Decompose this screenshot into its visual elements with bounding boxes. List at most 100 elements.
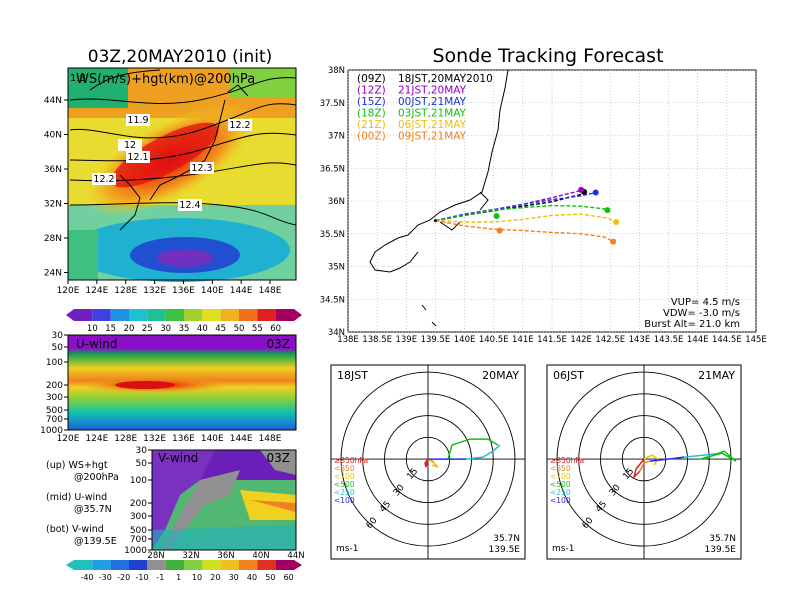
colorbar-tick-label: 20	[124, 324, 135, 334]
hodograph-level-label: <500	[334, 480, 355, 489]
track-x-tick-label: 138.5E	[362, 335, 392, 345]
track-line	[435, 191, 596, 222]
contour-label-bg	[228, 119, 252, 131]
colorbar-swatch	[74, 309, 93, 321]
hodograph-trace	[465, 444, 501, 460]
hodograph-trace	[447, 438, 499, 460]
colorbar-swatch	[220, 309, 239, 321]
track-x-tick-label: 139.5E	[421, 335, 451, 345]
colorbar-swatch	[110, 560, 129, 570]
colorbar-swatch	[275, 309, 294, 321]
track-legend-time: 09JST,21MAY	[398, 131, 467, 143]
colorbar-tick-label: 40	[197, 324, 208, 334]
panel-legend-line: (up) WS+hgt	[46, 460, 108, 471]
colorbar-swatch	[92, 560, 111, 570]
hodograph-level-label: <700	[334, 472, 355, 481]
track-y-tick-label: 34.5N	[320, 295, 345, 305]
contour-label: 12.2	[229, 120, 250, 131]
colorbar-swatch	[184, 560, 203, 570]
ws-colorbar: 10 15 20 25 30 35 40 45 50 55 60	[66, 309, 302, 334]
v-wind-label: V-wind	[158, 451, 198, 465]
contour-label: 11.9	[127, 115, 148, 126]
track-x-tick-label: 142E	[570, 335, 592, 345]
track-legend-time: 06JST,21MAY	[398, 119, 467, 131]
track-legend-zulu: (18Z)	[357, 108, 386, 120]
u-wind-label: U-wind	[76, 337, 117, 351]
u-y-tick-label: 100	[46, 358, 63, 368]
contour-label: 12.1	[127, 152, 148, 163]
panel-legend-sub: @35.7N	[74, 504, 112, 515]
hodograph-level-label: <250	[334, 488, 355, 497]
hodograph-trace	[699, 450, 737, 462]
track-map: (09Z) 18JST,20MAY2010 (12Z) 21JST,20MAY (15Z…	[320, 66, 767, 345]
colorbar-tick-label: 60	[270, 324, 281, 334]
hodograph-trace	[424, 458, 429, 468]
map-x-tick-label: 132E	[143, 286, 166, 296]
track-endpoint	[604, 207, 611, 214]
hodograph-trace	[427, 458, 439, 468]
colorbar-swatch	[147, 309, 166, 321]
panel-legend: (up) WS+hgt@200hPa (mid) U-wind@35.7N (bot…	[46, 460, 119, 547]
track-y-tick-label: 37N	[328, 132, 345, 142]
v-wind-time: 03Z	[267, 451, 291, 465]
burst-label: Burst Alt= 21.0 km	[644, 319, 740, 330]
hodograph-level-label: <850	[550, 464, 571, 473]
colorbar-swatch	[129, 560, 148, 570]
track-endpoint	[610, 238, 617, 245]
colorbar-tick-label: 45	[215, 324, 226, 334]
track-y-tick-label: 35.5N	[320, 230, 345, 240]
colorbar-tick-label: 20	[210, 573, 220, 582]
track-line	[435, 189, 582, 222]
track-x-tick-label: 140E	[454, 335, 476, 345]
track-legend-zulu: (09Z)	[357, 73, 386, 85]
u-x-tick-label: 140E	[201, 434, 224, 444]
v-x-tick-label: 44N	[287, 551, 304, 561]
track-line	[435, 219, 614, 243]
track-endpoint	[592, 189, 599, 196]
colorbar-tick-label: 1	[176, 573, 181, 582]
colorbar-tick-label: 10	[87, 324, 98, 334]
map-y-tick-label: 44N	[44, 96, 62, 106]
contour-label: 12	[124, 140, 136, 151]
vup-label: VUP= 4.5 m/s	[671, 297, 740, 308]
map-x-tick-label: 128E	[114, 286, 137, 296]
hodograph-level-label: <500	[550, 480, 571, 489]
colorbar-tick-label: 50	[234, 324, 245, 334]
v-y-tick-label: 50	[136, 459, 148, 469]
u-y-tick-label: 1000	[40, 426, 63, 436]
track-y-tick-label: 38N	[328, 66, 345, 76]
u-y-tick-label: 700	[46, 415, 63, 425]
map-x-tick-label: 140E	[201, 286, 224, 296]
hodograph-lat: 35.7N	[709, 534, 736, 544]
track-x-tick-label: 144E	[687, 335, 709, 345]
u-y-tick-label: 30	[52, 331, 64, 341]
hodograph-level-label: <100	[550, 496, 571, 505]
panel-legend-sub: @200hPa	[74, 472, 119, 483]
colorbar-swatch	[184, 309, 203, 321]
v-x-tick-label: 40N	[252, 551, 269, 561]
u-wind-time: 03Z	[267, 337, 291, 351]
v-x-tick-label: 28N	[147, 551, 164, 561]
colorbar-swatch	[202, 560, 221, 570]
track-x-tick-label: 142.5E	[595, 335, 625, 345]
v-y-tick-label: 300	[130, 512, 147, 522]
map-y-tick-label: 28N	[44, 234, 62, 244]
colorbar-swatch	[129, 309, 148, 321]
track-y-tick-label: 36.5N	[320, 164, 345, 174]
v-y-tick-label: 500	[130, 526, 147, 536]
colorbar-swatch	[257, 309, 276, 321]
colorbar-swatch	[92, 309, 111, 321]
colorbar-swatch	[165, 309, 184, 321]
track-legend-time: 18JST,20MAY2010	[398, 73, 493, 85]
track-legend-zulu: (12Z)	[357, 85, 386, 97]
colorbar-swatch	[165, 560, 184, 570]
contour-label-bg	[118, 139, 142, 151]
colorbar-swatch	[257, 560, 276, 570]
u-x-tick-label: 132E	[143, 434, 166, 444]
track-y-tick-label: 37.5N	[320, 99, 345, 109]
track-y-tick-label: 34N	[328, 328, 345, 338]
track-line	[435, 204, 608, 222]
hodograph-unit: ms-1	[336, 544, 358, 554]
